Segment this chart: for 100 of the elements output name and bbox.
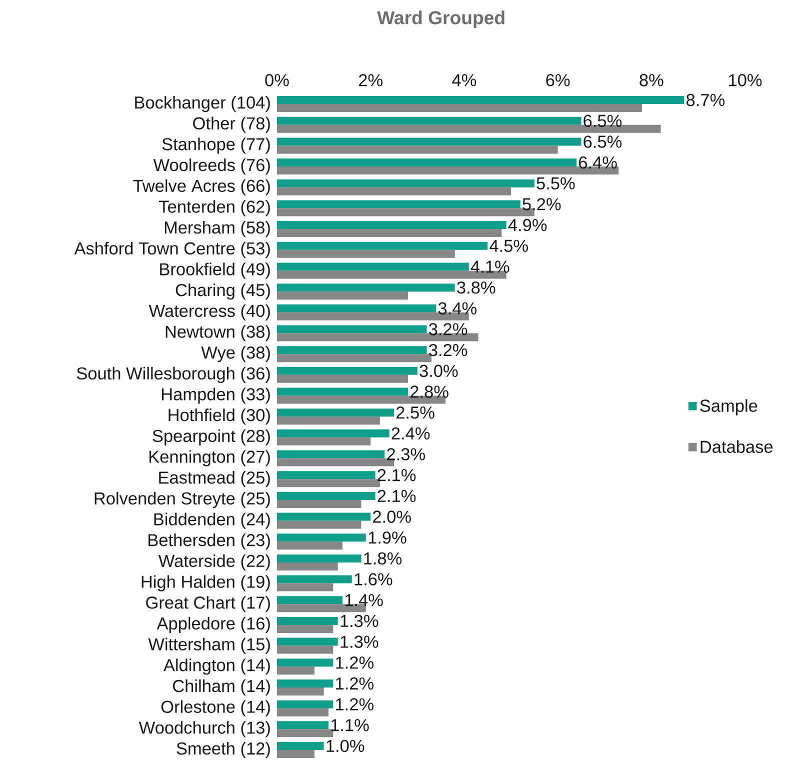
data-label: 1.8% <box>364 552 402 565</box>
data-label: 1.2% <box>336 677 374 690</box>
data-label: 4.5% <box>490 240 528 252</box>
y-tick-label: Bockhanger (104) <box>135 96 270 112</box>
data-label: 1.0% <box>326 740 364 752</box>
bar <box>277 187 512 196</box>
data-label: 6.4% <box>578 156 617 169</box>
bar <box>277 616 338 625</box>
x-tick-label: 0% <box>265 74 289 86</box>
data-label: 2.0% <box>373 510 411 523</box>
data-label: 1.2% <box>336 698 374 710</box>
y-tick-label: Biddenden (24) <box>154 512 270 529</box>
data-label: 1.3% <box>340 636 378 648</box>
data-label: 1.4% <box>345 594 383 606</box>
bar <box>277 388 408 396</box>
y-tick-label: Kennington (27) <box>150 450 270 466</box>
y-tick-label: Wye (38) <box>201 346 270 362</box>
y-tick-label: Great Chart (17) <box>146 596 270 612</box>
y-tick-label: Eastmead (25) <box>159 471 270 488</box>
data-label: 3.4% <box>438 302 476 315</box>
data-label: 1.3% <box>340 614 378 628</box>
x-tick-label: 8% <box>640 74 664 86</box>
y-tick-label: Tenterden (62) <box>159 200 270 216</box>
bar <box>277 575 352 584</box>
data-label: 5.2% <box>522 198 561 210</box>
data-label: 1.6% <box>354 573 392 586</box>
y-tick-label: Woodchurch (13) <box>138 721 270 738</box>
bar <box>277 500 362 508</box>
bar <box>277 158 577 167</box>
bar <box>277 471 376 480</box>
y-tick-label: Watercress (40) <box>148 304 270 320</box>
bar <box>277 229 502 238</box>
bar <box>277 408 394 417</box>
y-tick-label: Charing (45) <box>176 284 270 300</box>
bar <box>277 346 427 354</box>
bar <box>277 687 324 696</box>
y-tick-label: Brookfield (49) <box>160 262 270 279</box>
bar <box>277 262 469 271</box>
data-label: 4.1% <box>470 260 510 273</box>
y-tick-label: Other (78) <box>193 116 270 133</box>
bar <box>277 583 334 592</box>
bar <box>277 429 390 438</box>
y-tick-label: Aldington (14) <box>164 658 270 675</box>
bar <box>277 742 324 750</box>
data-label: 1.9% <box>368 531 406 544</box>
y-tick-label: Woolreeds (76) <box>153 158 270 175</box>
bar <box>277 750 314 758</box>
bar <box>277 700 334 708</box>
x-tick-label: 2% <box>359 74 382 86</box>
data-label: 2.3% <box>387 448 425 460</box>
bar <box>277 325 427 334</box>
y-tick-label: Spearpoint (28) <box>152 429 270 446</box>
bar <box>277 708 328 716</box>
bar <box>277 146 558 154</box>
bar <box>277 250 455 258</box>
bar <box>277 596 343 604</box>
y-tick-label: Hothfield (30) <box>168 408 270 425</box>
y-tick-label: Stanhope (77) <box>162 138 270 154</box>
y-tick-label: Waterside (22) <box>158 554 270 571</box>
data-label: 5.5% <box>536 177 575 190</box>
y-tick-label: Ashford Town Centre (53) <box>74 242 270 258</box>
y-tick-label: Hampden (33) <box>162 388 270 404</box>
y-tick-label: Chilham (14) <box>173 679 270 696</box>
bar <box>277 96 684 104</box>
bar <box>277 374 408 383</box>
bar <box>277 179 534 188</box>
data-label: 3.2% <box>429 344 468 356</box>
y-tick-label: Mersham (58) <box>164 220 270 238</box>
data-label: 8.7% <box>686 94 725 106</box>
data-label: 6.5% <box>584 136 622 148</box>
data-label: 1.1% <box>331 719 369 732</box>
bar <box>277 116 582 125</box>
y-tick-label: Rolvenden Streyte (25) <box>94 492 270 508</box>
bar <box>277 292 408 300</box>
data-label: 4.9% <box>508 218 547 232</box>
data-label: 2.1% <box>378 490 416 502</box>
y-tick-label: South Willesborough (36) <box>76 366 270 383</box>
bar <box>277 666 314 675</box>
bar <box>277 437 371 446</box>
data-label: 1.2% <box>336 656 374 669</box>
y-tick-label: High Halden (19) <box>142 575 270 592</box>
x-tick-label: 6% <box>546 74 570 86</box>
bar <box>277 721 328 730</box>
legend-label: Sample <box>700 399 758 416</box>
bar <box>277 542 343 550</box>
x-tick-label: 4% <box>452 74 476 86</box>
bar <box>277 658 334 667</box>
chart-title: Ward Grouped <box>377 10 504 28</box>
bar <box>277 242 488 250</box>
bar <box>277 492 376 500</box>
bar <box>277 304 436 312</box>
bar <box>277 554 362 562</box>
bar <box>277 366 418 375</box>
bar <box>277 520 362 529</box>
data-label: 2.4% <box>392 427 430 440</box>
bar <box>277 221 506 230</box>
bar <box>277 562 338 570</box>
data-label: 2.1% <box>378 469 416 482</box>
legend-label: Database <box>700 440 773 453</box>
bar <box>277 624 334 633</box>
